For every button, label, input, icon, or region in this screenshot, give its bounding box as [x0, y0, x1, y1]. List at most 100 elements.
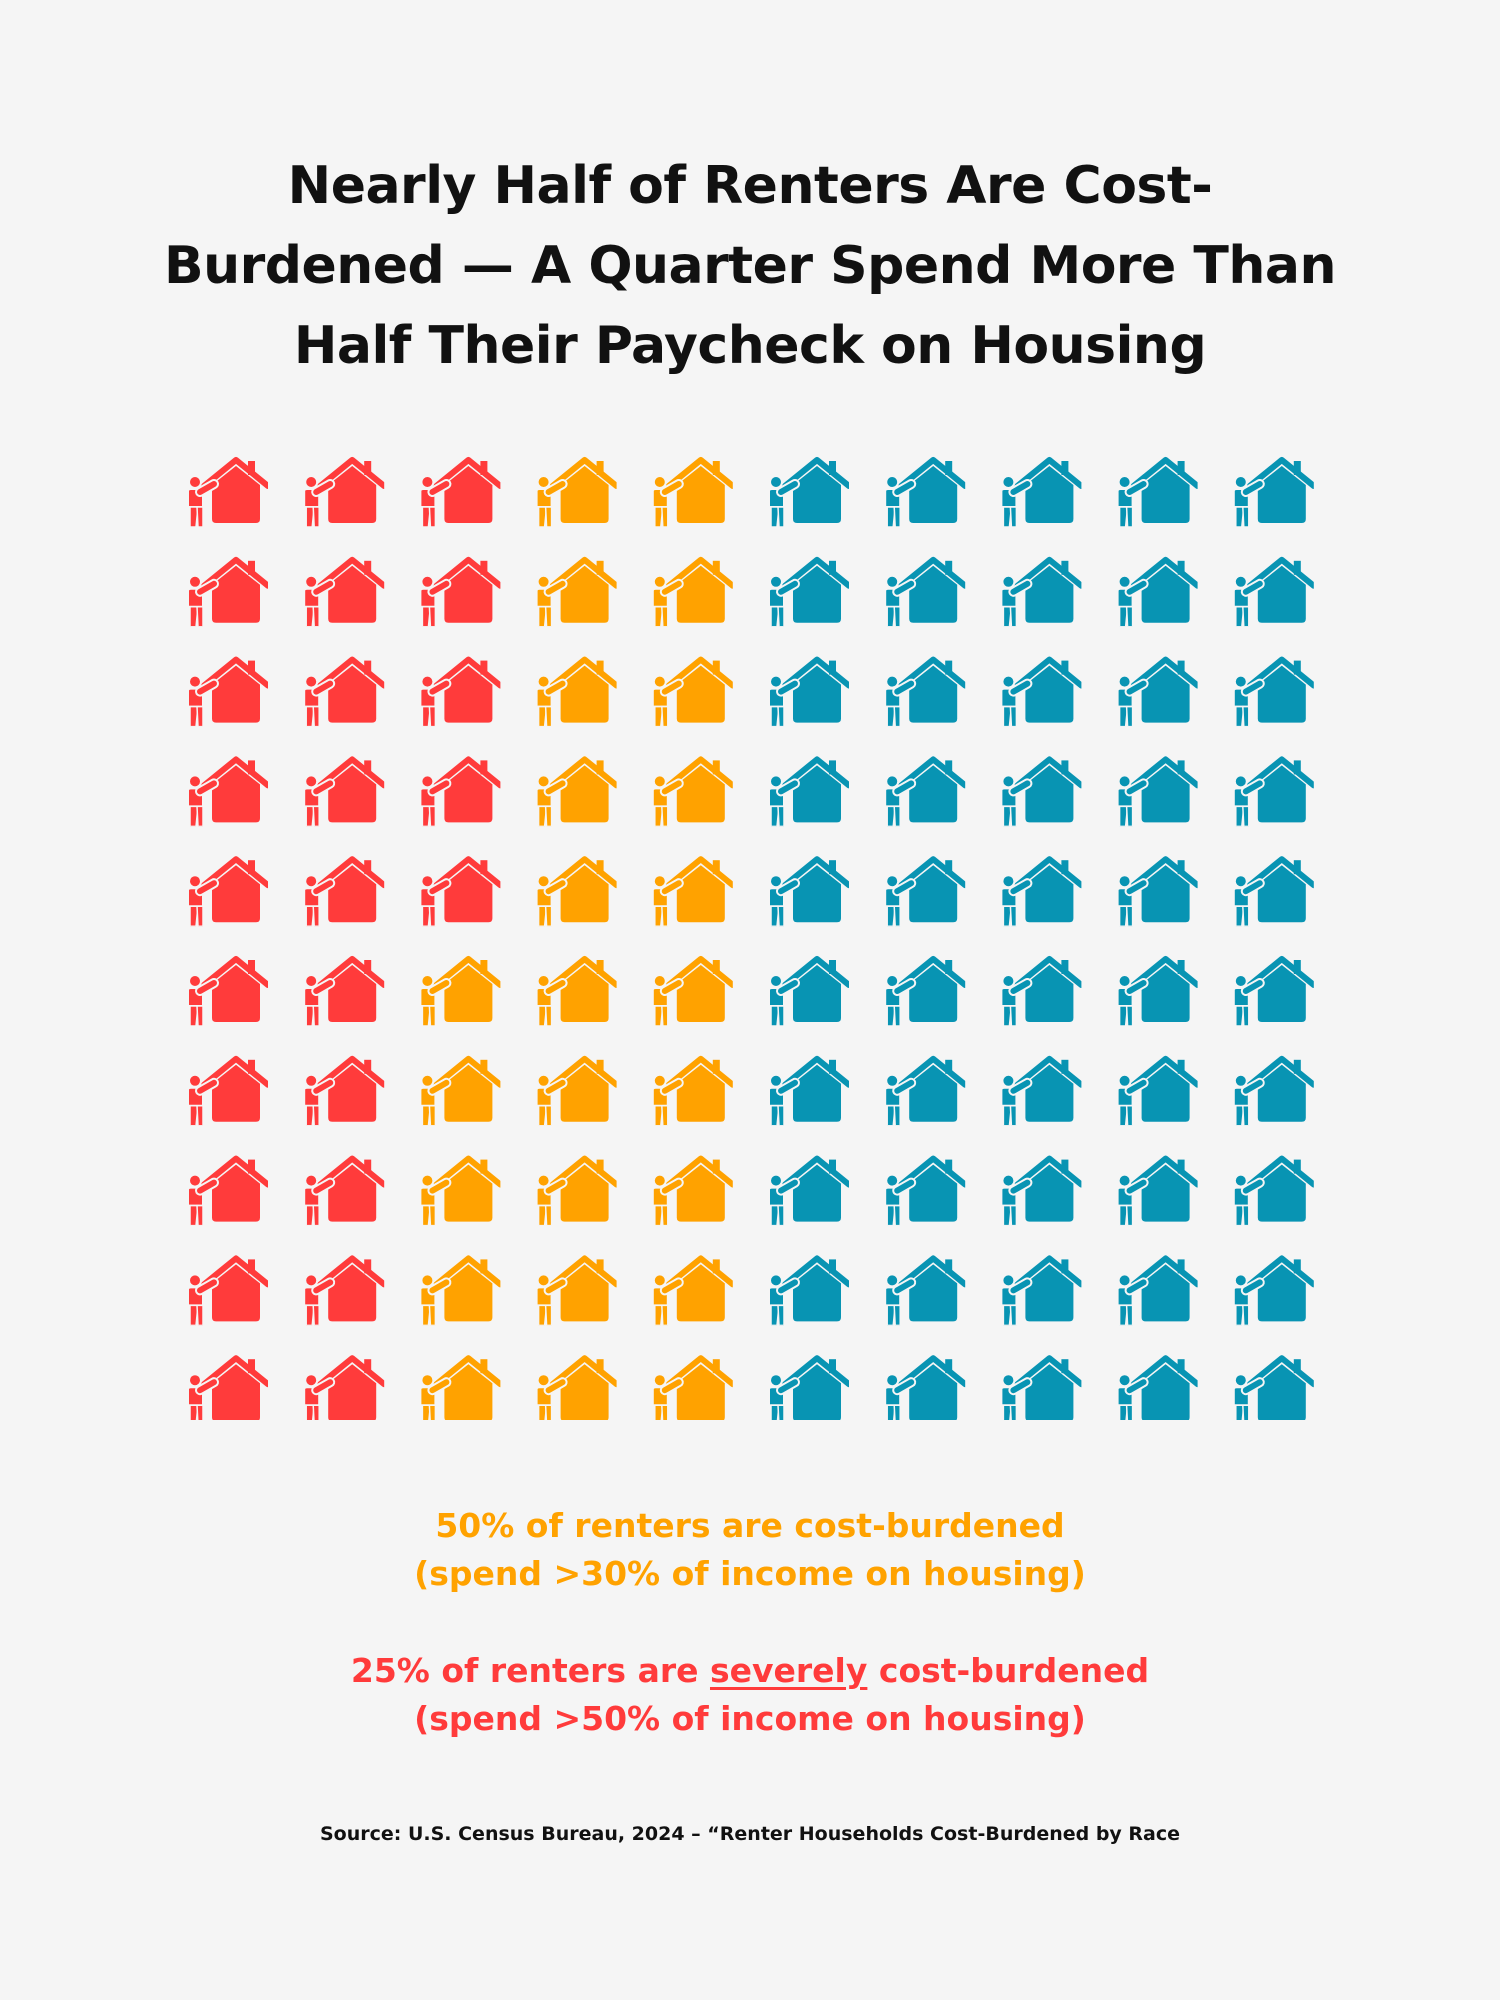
renter-icon-not-burdened [885, 759, 965, 826]
renter-icon-burdened [537, 1258, 617, 1325]
renter-icon-not-burdened [1001, 660, 1081, 727]
renter-icon-severe [420, 460, 500, 527]
renter-icon-not-burdened [769, 1258, 849, 1325]
renter-icon-not-burdened [1118, 460, 1198, 527]
renter-icon-severe [188, 759, 268, 826]
renter-icon-severe [420, 560, 500, 627]
renter-icon-not-burdened [1234, 560, 1314, 627]
renter-icon-not-burdened [885, 460, 965, 527]
renter-icon-not-burdened [1001, 1159, 1081, 1226]
renter-icon-not-burdened [885, 859, 965, 926]
renter-icon-not-burdened [1234, 959, 1314, 1026]
severe-annotation-pre: 25% of renters are [350, 1651, 710, 1690]
renter-icon-not-burdened [1234, 759, 1314, 826]
renter-icon-not-burdened [769, 1358, 849, 1420]
renter-icon-burdened [653, 660, 733, 727]
severe-annotation-post: cost-burdened [867, 1651, 1150, 1690]
renter-icon-severe [188, 560, 268, 627]
renter-icon-burdened [537, 460, 617, 527]
renter-icon-severe [420, 660, 500, 727]
renter-icon-not-burdened [1118, 759, 1198, 826]
source-note: Source: U.S. Census Bureau, 2024 – “Rent… [319, 1823, 1181, 1845]
renter-icon-burdened [537, 1159, 617, 1226]
renter-icon-not-burdened [1234, 859, 1314, 926]
renter-icon-severe [304, 1358, 384, 1420]
renter-icon-burdened [537, 759, 617, 826]
renter-icon-burdened [537, 859, 617, 926]
renter-icon-severe [304, 1258, 384, 1325]
renter-icon-not-burdened [1234, 1358, 1314, 1420]
renter-icon-severe [304, 660, 384, 727]
renter-icon-severe [304, 560, 384, 627]
renter-icon-burdened [537, 1358, 617, 1420]
renter-icon-not-burdened [885, 1159, 965, 1226]
renter-icon-burdened [653, 959, 733, 1026]
renter-icon-not-burdened [1001, 959, 1081, 1026]
renter-icon-not-burdened [885, 660, 965, 727]
burdened-annotation-line1: 50% of renters are cost-burdened [435, 1506, 1065, 1545]
renter-icon-not-burdened [1234, 460, 1314, 527]
renter-icon-burdened [653, 460, 733, 527]
renter-icon-severe [420, 759, 500, 826]
renter-icon-not-burdened [1234, 1159, 1314, 1226]
renter-icon-burdened [537, 660, 617, 727]
renter-icon-not-burdened [1001, 859, 1081, 926]
burdened-annotation-line2: (spend >30% of income on housing) [414, 1554, 1086, 1593]
renter-icon-not-burdened [1118, 859, 1198, 926]
renter-icon-not-burdened [769, 1159, 849, 1226]
renter-icon-burdened [653, 1159, 733, 1226]
renter-icon-severe [304, 1159, 384, 1226]
renter-icon-burdened [653, 759, 733, 826]
renter-icon-not-burdened [885, 959, 965, 1026]
renter-icon-severe [420, 859, 500, 926]
renter-icon-not-burdened [1001, 560, 1081, 627]
renter-icon-severe [304, 959, 384, 1026]
renter-icon-not-burdened [1118, 660, 1198, 727]
renter-icon-severe [304, 759, 384, 826]
renter-icon-not-burdened [1001, 460, 1081, 527]
renter-icon-severe [188, 460, 268, 527]
renter-icon-severe [188, 1059, 268, 1126]
renter-icon-burdened [420, 1358, 500, 1420]
severe-annotation-line1: 25% of renters are severely cost-burdene… [150, 1647, 1350, 1695]
renter-icon-burdened [537, 560, 617, 627]
renter-icon-severe [188, 1358, 268, 1420]
renter-icon-burdened [420, 1258, 500, 1325]
renter-icon-severe [188, 859, 268, 926]
renter-icon-not-burdened [769, 859, 849, 926]
renter-icon-burdened [653, 560, 733, 627]
renter-icon-burdened [420, 1059, 500, 1126]
renter-icon-severe [304, 1059, 384, 1126]
renter-icon-not-burdened [1118, 560, 1198, 627]
renter-icon-not-burdened [769, 460, 849, 527]
renter-icon-not-burdened [769, 560, 849, 627]
renter-icon-burdened [653, 1358, 733, 1420]
renter-icon-burdened [653, 1059, 733, 1126]
renter-icon-not-burdened [1234, 1258, 1314, 1325]
renter-icon-not-burdened [1118, 959, 1198, 1026]
renter-icon-burdened [420, 959, 500, 1026]
renter-icon-burdened [537, 959, 617, 1026]
renter-icon-not-burdened [769, 759, 849, 826]
renter-icon-not-burdened [1234, 1059, 1314, 1126]
renter-icon-not-burdened [1001, 1059, 1081, 1126]
renter-icon-burdened [537, 1059, 617, 1126]
severe-annotation-line2: (spend >50% of income on housing) [414, 1699, 1086, 1738]
renter-icon-not-burdened [1118, 1059, 1198, 1126]
renter-icon-not-burdened [769, 1059, 849, 1126]
renter-icon-severe [188, 1159, 268, 1226]
renter-icon-not-burdened [769, 959, 849, 1026]
renter-icon-not-burdened [1234, 660, 1314, 727]
renter-icon-not-burdened [1001, 1358, 1081, 1420]
renter-icon-not-burdened [1118, 1358, 1198, 1420]
renter-icon-burdened [420, 1159, 500, 1226]
renter-icon-not-burdened [1118, 1258, 1198, 1325]
renter-icon-not-burdened [885, 1258, 965, 1325]
renter-icon-not-burdened [885, 560, 965, 627]
renter-icon-not-burdened [1001, 759, 1081, 826]
renter-icon-severe [304, 460, 384, 527]
renter-icon-severe [188, 660, 268, 727]
renter-icon-not-burdened [1118, 1159, 1198, 1226]
icon-array-chart [0, 440, 1500, 1420]
renter-icon-severe [188, 959, 268, 1026]
